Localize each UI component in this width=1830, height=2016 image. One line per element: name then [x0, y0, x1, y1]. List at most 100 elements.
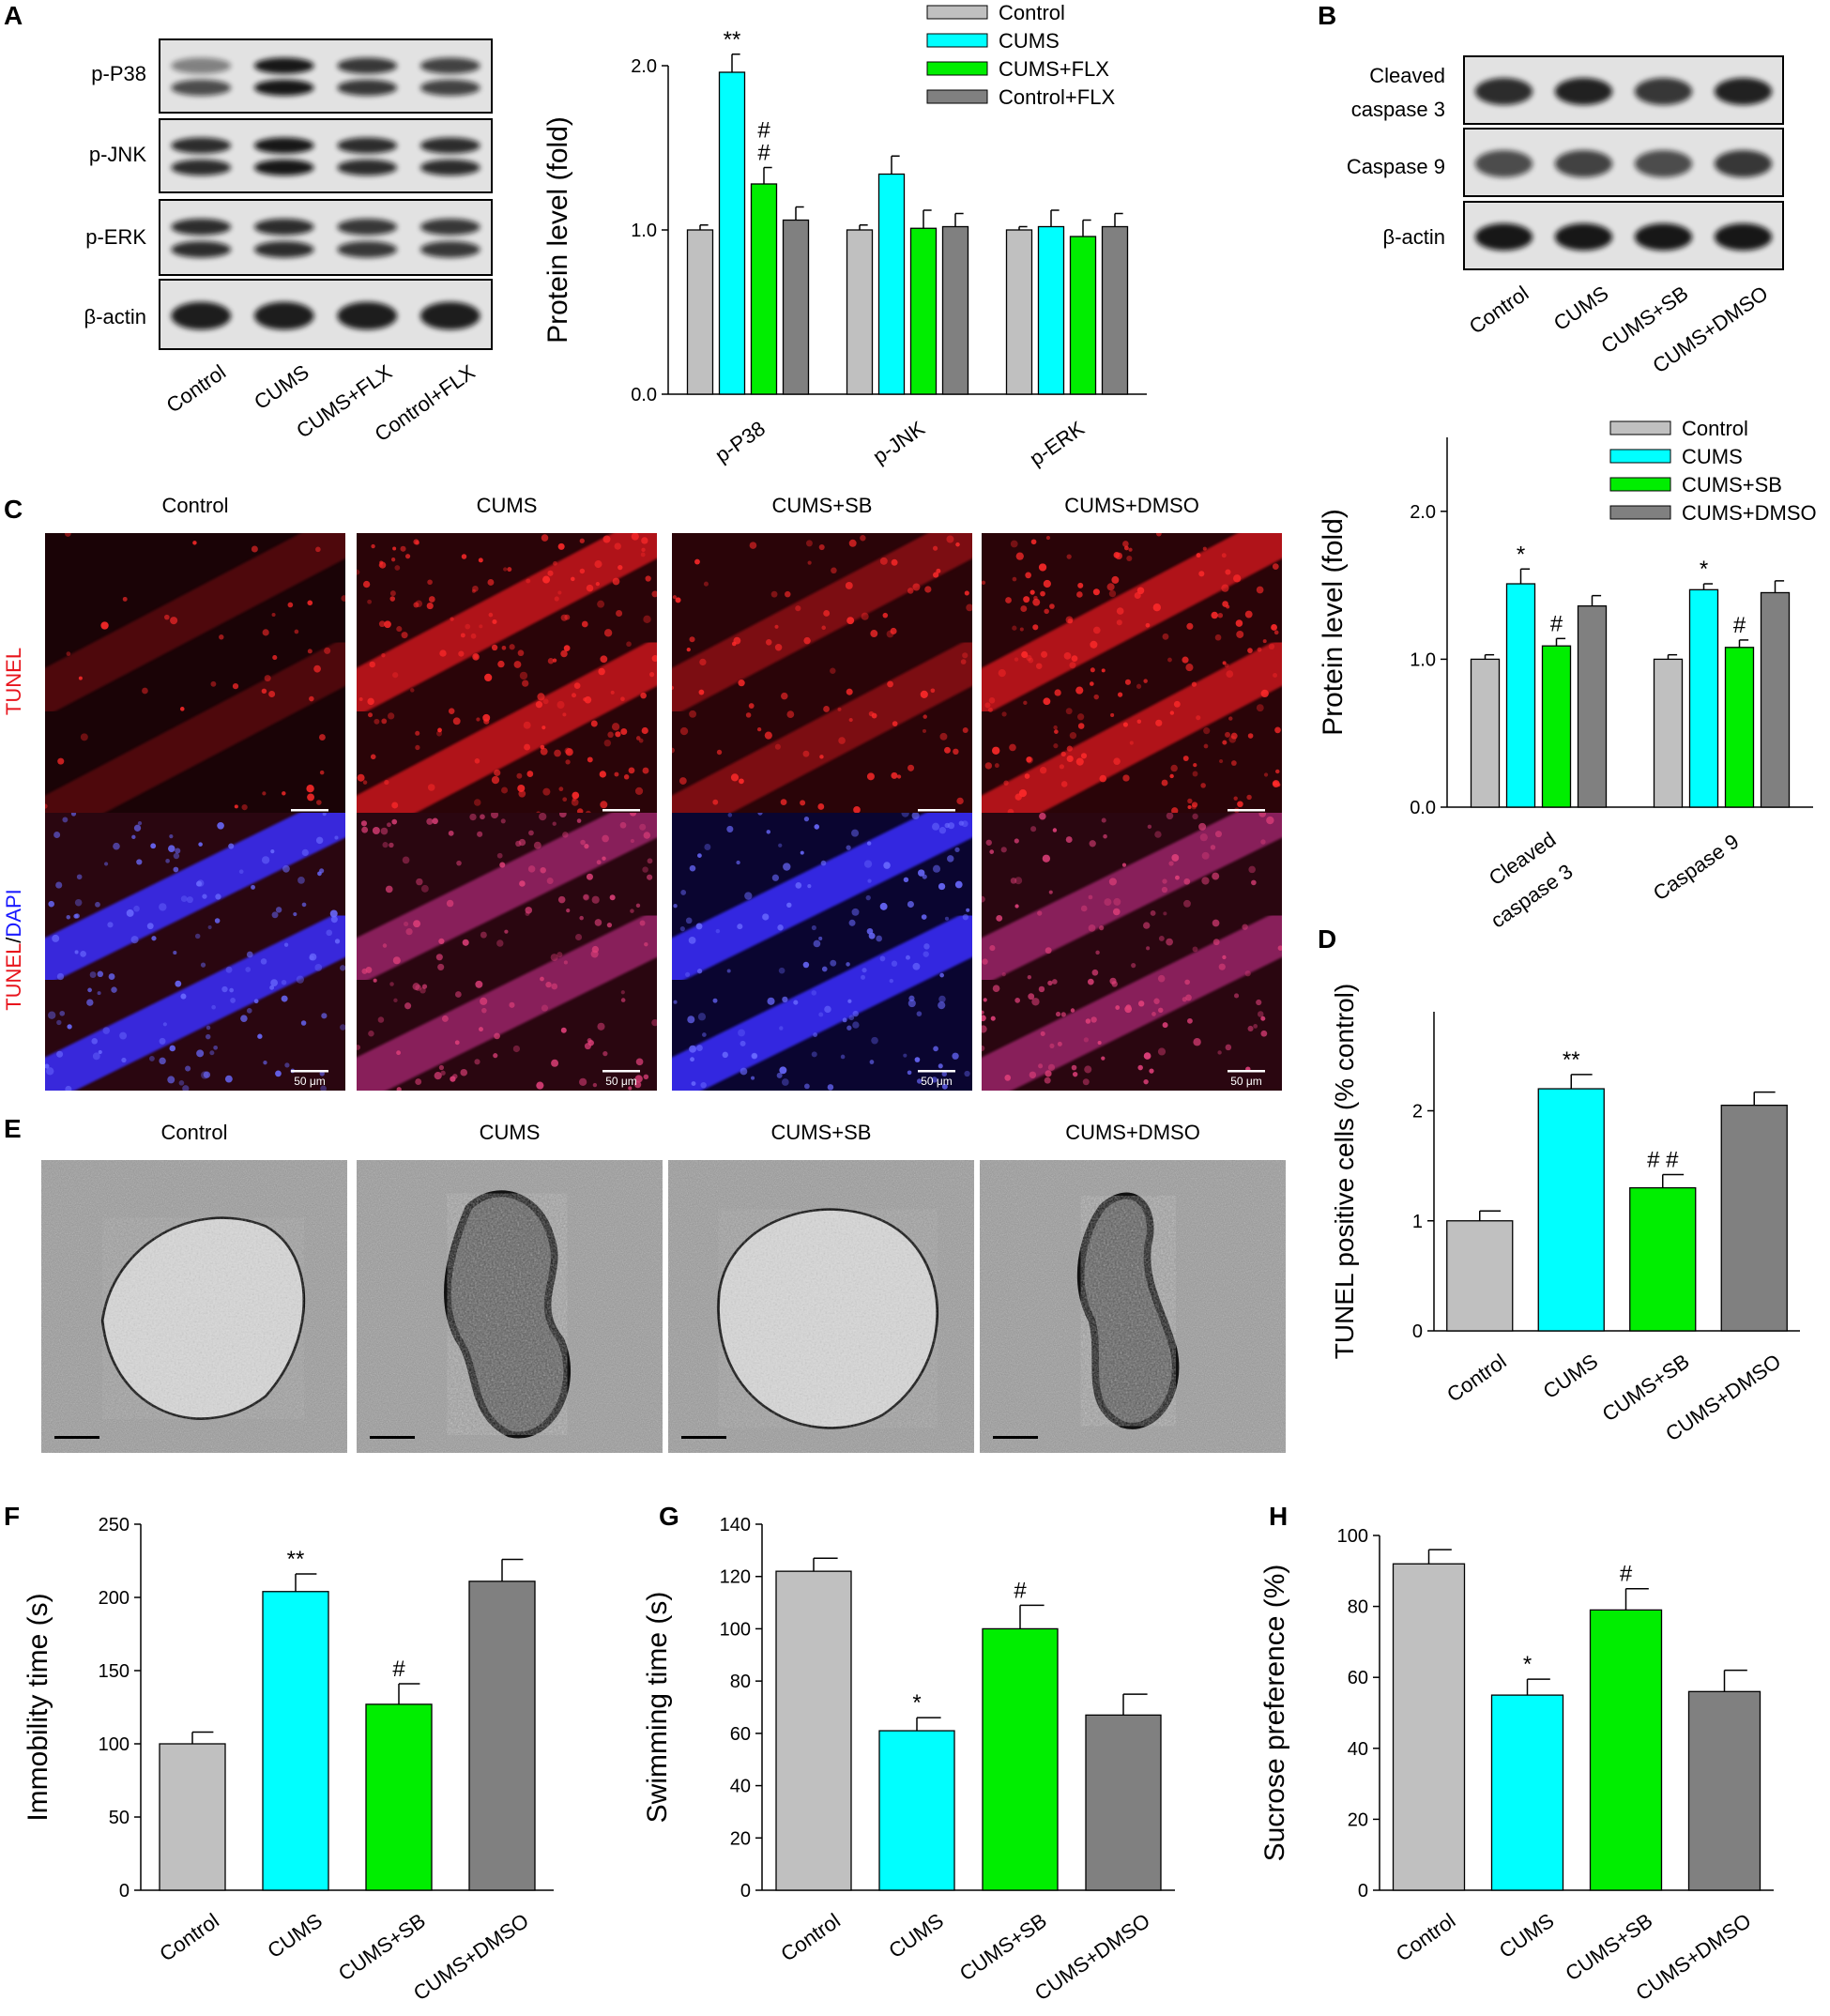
micrograph-cell — [402, 856, 410, 864]
micrograph-cell — [1232, 574, 1242, 583]
micrograph-cell — [1044, 608, 1049, 615]
blot-p-jnk-band — [171, 159, 232, 176]
micrograph-cell — [1116, 607, 1124, 615]
micrograph-cell — [341, 595, 345, 602]
micrograph-cell — [1196, 715, 1201, 721]
micrograph-cell — [400, 545, 406, 552]
micrograph-cell — [861, 612, 869, 620]
micrograph-cell — [103, 862, 109, 866]
blot-p-erk-band — [171, 219, 232, 236]
blot-p-erk-frame — [159, 199, 493, 276]
blot-b-actin-b-band — [1554, 223, 1613, 251]
micrograph-cell — [472, 653, 480, 661]
micrograph-cell — [1236, 630, 1244, 638]
micrograph-cell — [394, 565, 401, 571]
micrograph-cell — [642, 866, 648, 873]
micrograph-cell — [1115, 552, 1122, 560]
micrograph-cell — [989, 849, 995, 854]
micrograph-cell — [647, 874, 653, 880]
micrograph-cell — [953, 748, 959, 756]
micrograph-cell — [315, 546, 321, 553]
micrograph-cell — [458, 650, 465, 657]
micrograph-cell — [1012, 625, 1017, 631]
micrograph-cell — [987, 707, 993, 712]
micrograph-cell — [575, 933, 583, 940]
micrograph-cell — [245, 967, 252, 972]
micrograph-cell — [853, 806, 861, 814]
micrograph-cell — [178, 1080, 185, 1086]
em-image-1 — [357, 1160, 663, 1453]
micrograph-cell — [1147, 824, 1152, 830]
micrograph-cell — [1055, 1011, 1061, 1017]
micrograph-cell — [107, 922, 114, 928]
scale-bar-label: 50 μm — [294, 1075, 326, 1088]
micrograph-cell — [620, 990, 625, 995]
micrograph-cell — [501, 645, 507, 650]
blot-p-jnk-band — [253, 159, 314, 176]
blot-b-row-label: Cleaved — [1369, 64, 1445, 87]
micrograph-cell — [883, 862, 891, 869]
micrograph-cell — [687, 1016, 695, 1024]
micrograph-cell — [504, 929, 509, 934]
micrograph-cell — [1124, 679, 1131, 685]
micrograph-cell — [517, 784, 526, 792]
micrograph-cell — [1149, 1068, 1154, 1074]
legend-label: CUMS+DMSO — [1682, 501, 1817, 525]
micrograph-cell — [1246, 794, 1252, 801]
micrograph-cell — [1248, 865, 1256, 874]
em-nucleus — [1076, 1192, 1180, 1429]
micrograph-cell — [225, 966, 233, 973]
micrograph-cell — [1256, 586, 1264, 594]
micrograph-cell — [586, 584, 594, 592]
micrograph-cell — [1210, 845, 1216, 850]
significance-mark: * — [1700, 557, 1708, 582]
micrograph-cell — [1111, 575, 1120, 584]
micrograph-cell — [168, 845, 175, 852]
micrograph-cell-band — [672, 813, 972, 986]
significance-mark: # — [1620, 1562, 1633, 1587]
micrograph-cell — [817, 803, 825, 810]
micrograph-cell — [1128, 547, 1133, 552]
micrograph-cell — [320, 1085, 328, 1091]
micrograph-cell — [800, 850, 804, 855]
micrograph-cell — [465, 623, 471, 630]
micrograph-cell — [97, 970, 104, 978]
micrograph-cell — [923, 943, 930, 950]
y-tick-label: 0.0 — [631, 385, 657, 405]
micrograph-cell — [744, 892, 753, 900]
micrograph-cell — [1233, 796, 1238, 801]
micrograph-cell — [607, 731, 614, 739]
micrograph-cell — [1201, 877, 1210, 885]
micrograph-cell — [1169, 710, 1175, 715]
blot-cleaved-caspase3 — [1463, 55, 1784, 125]
micrograph-cell — [1010, 540, 1018, 548]
micrograph-cell — [599, 771, 606, 778]
micrograph-cell — [827, 1084, 834, 1091]
micrograph-cell — [281, 979, 287, 985]
micrograph-cell — [523, 721, 531, 729]
micrograph-cell — [983, 998, 987, 1002]
micrograph-cell — [1076, 591, 1083, 598]
micrograph-cell — [602, 856, 606, 861]
micrograph-cell — [916, 1011, 923, 1016]
micrograph-cell — [1049, 1043, 1055, 1048]
micrograph-cell — [1045, 947, 1052, 955]
micrograph-cell — [846, 1025, 852, 1031]
micrograph-cell — [169, 834, 174, 839]
micrograph-cell — [372, 826, 380, 834]
micrograph-cell — [74, 913, 80, 919]
em-col-label: CUMS+DMSO — [1065, 1121, 1200, 1144]
micrograph-cell — [551, 983, 558, 990]
micrograph-cell — [786, 710, 795, 718]
micrograph-cell — [603, 629, 613, 637]
micrograph-cell — [1066, 745, 1073, 752]
micrograph-cell — [869, 1060, 875, 1064]
micrograph-cell — [439, 649, 447, 657]
micrograph-cell — [989, 945, 996, 952]
micrograph-cell — [936, 568, 941, 573]
micrograph-cell — [45, 803, 48, 809]
micrograph-cell — [1171, 807, 1179, 815]
micrograph-cell — [361, 968, 368, 974]
micrograph-cell — [1247, 733, 1254, 739]
micrograph-cell — [477, 831, 483, 837]
